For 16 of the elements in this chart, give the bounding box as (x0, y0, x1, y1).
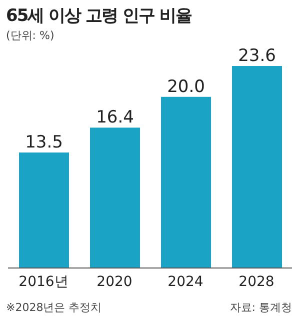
x-tick-label: 2028 (238, 274, 274, 290)
text: ※2028년은 추정치 (6, 300, 102, 315)
chart-title: 65세 이상 고령 인구 비율 (6, 5, 192, 27)
bar (90, 128, 140, 268)
x-tick-label: 2016년 (18, 274, 68, 290)
text: 자료: 통계청 (230, 300, 292, 315)
data-label: 16.4 (96, 108, 134, 128)
data-label: 20.0 (167, 76, 205, 97)
data-label: 13.5 (25, 132, 63, 152)
bar (161, 96, 211, 268)
bar (19, 152, 69, 268)
x-tick-label: 2020 (96, 274, 132, 290)
x-tick-label: 2024 (168, 274, 204, 290)
data-label: 23.6 (238, 46, 276, 66)
bar (232, 66, 282, 268)
chart-subtitle: (단위: %) (6, 28, 54, 43)
